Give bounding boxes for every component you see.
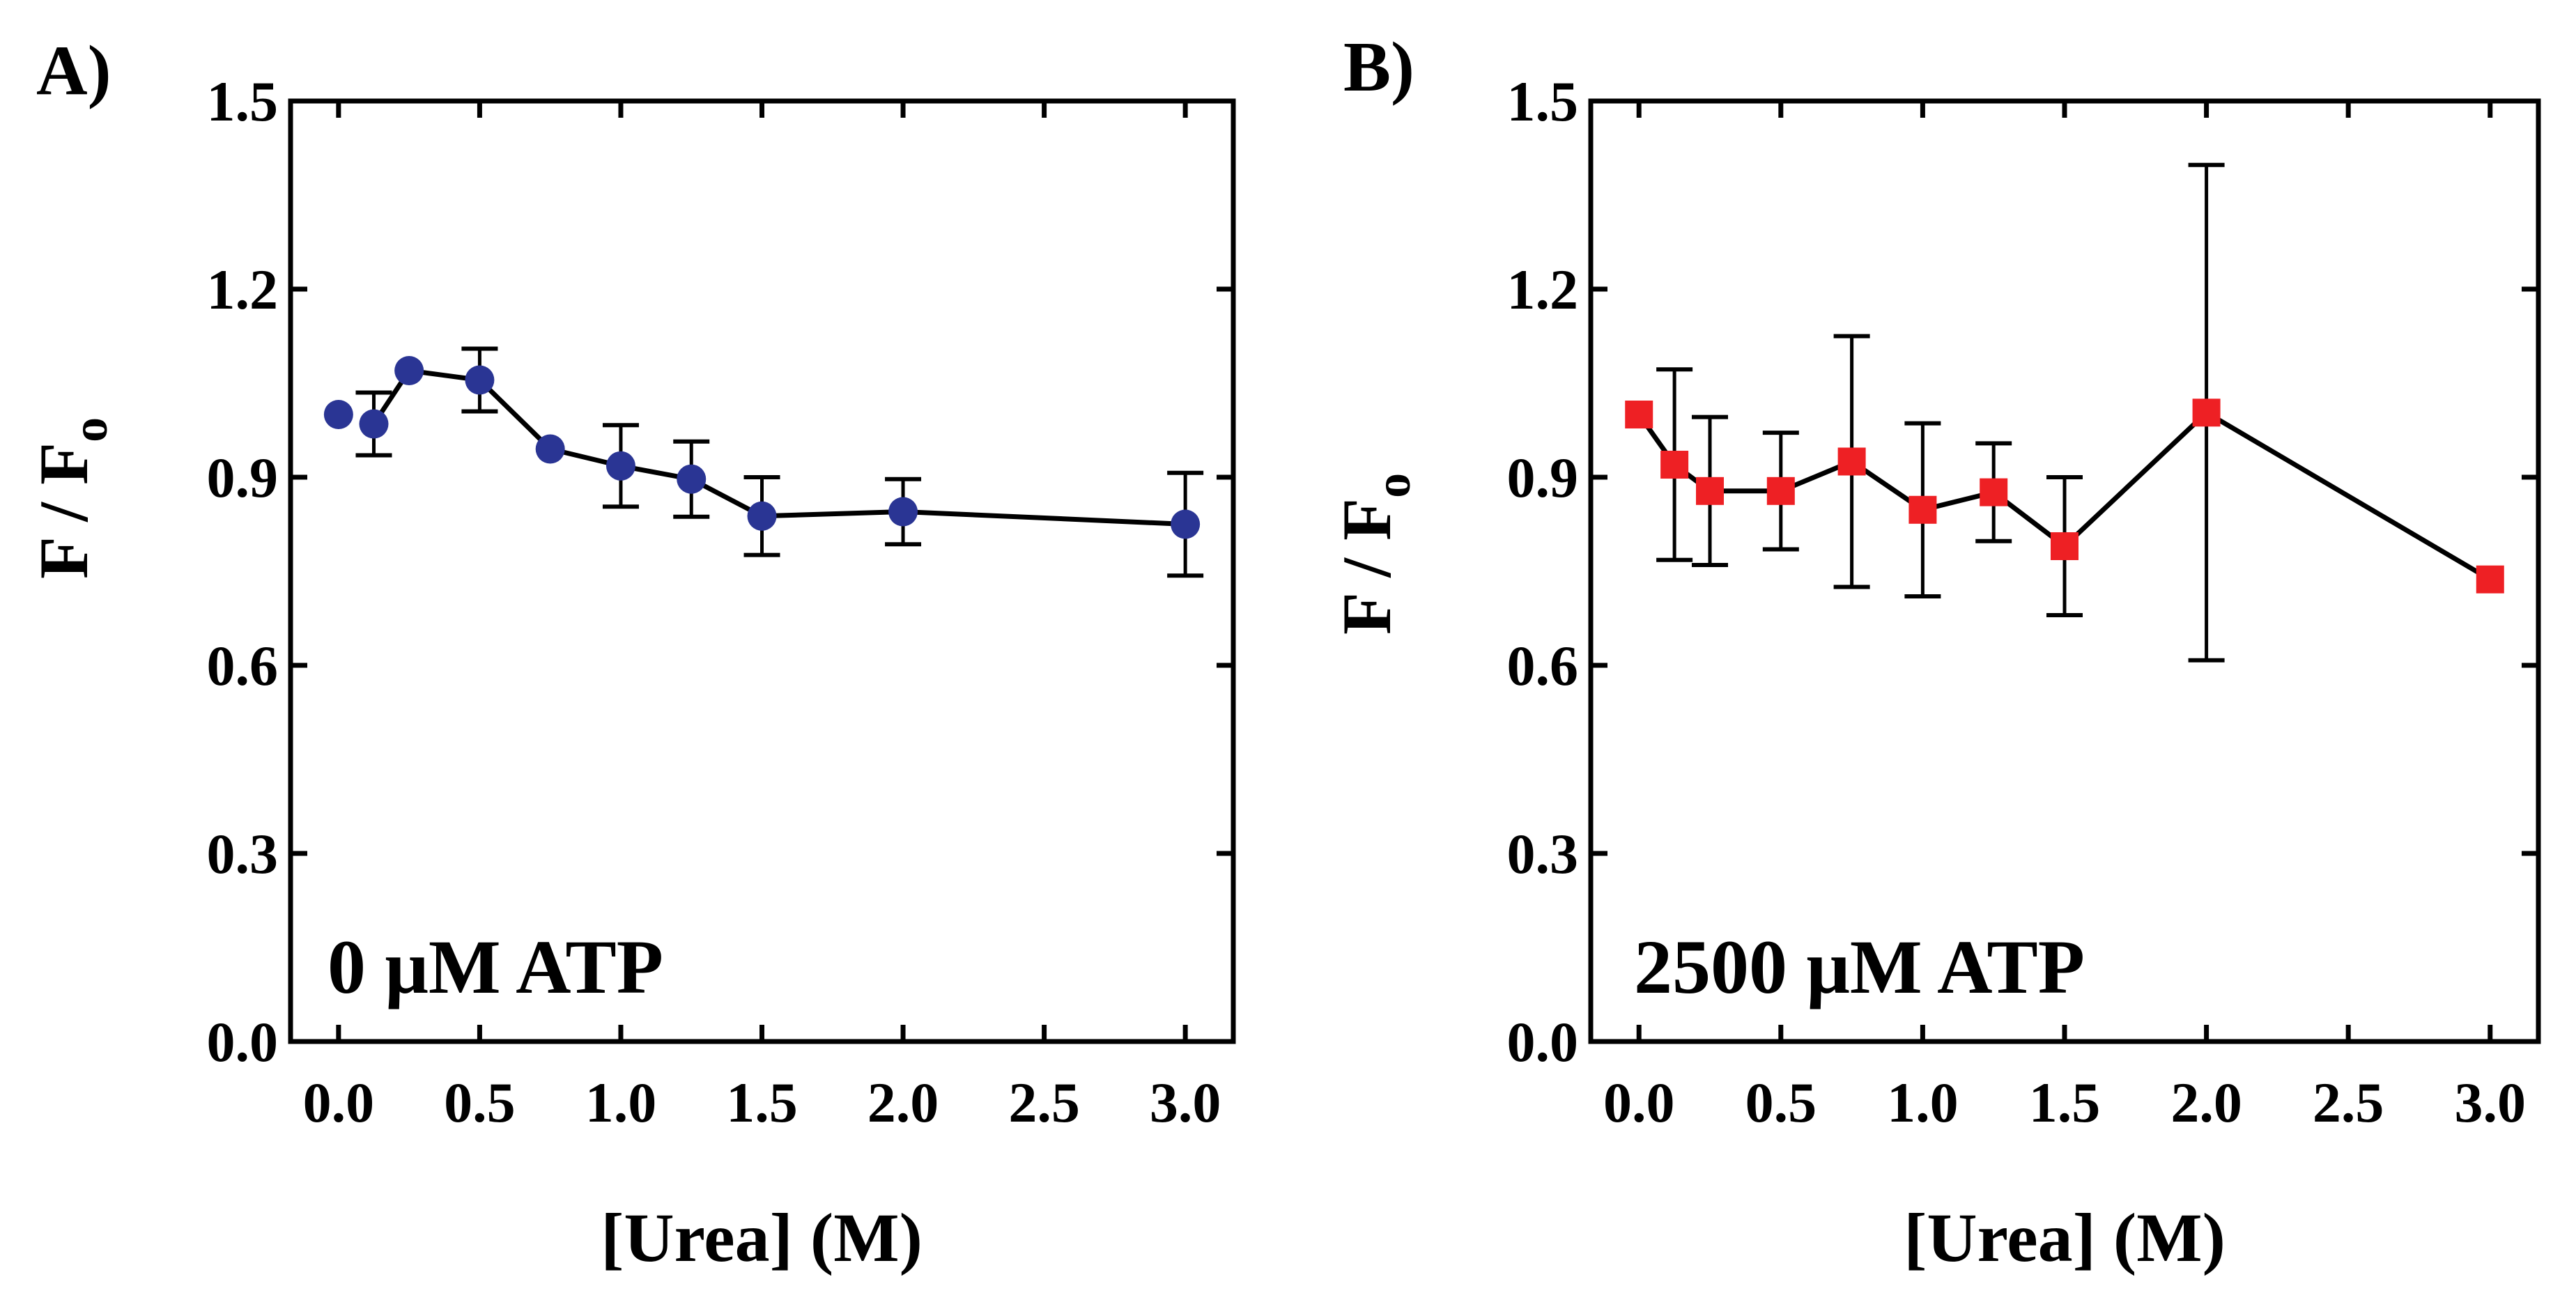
- ticks-b: 0.0 0.3 0.6 0.9 1.2 1.5 0.0 0.5 1.0 1.5 2.0 2.5 3.0: [1507, 70, 2538, 1134]
- y-axis-label-subscript-a: o: [62, 417, 118, 442]
- data-point-b: [1766, 477, 1795, 505]
- x-tick-label-a: 0.5: [444, 1071, 516, 1134]
- x-tick-label-a: 2.0: [867, 1071, 939, 1134]
- annotation-a: 0 μM ATP: [327, 924, 663, 1009]
- series-line-a: [371, 368, 1186, 527]
- x-tick-label-b: 1.5: [2029, 1071, 2101, 1134]
- y-tick-label-a: 1.5: [207, 70, 279, 133]
- series-b: [1625, 162, 2504, 663]
- x-tick-label-b: 0.5: [1745, 1071, 1817, 1134]
- x-tick-label-a: 1.5: [726, 1071, 798, 1134]
- ticks-a: 0.0 0.3 0.6 0.9 1.2 1.5 0.0 0.5 1.0 1.5 2.0 2.5 3.0: [207, 70, 1233, 1134]
- x-tick-label-a: 2.5: [1008, 1071, 1080, 1134]
- data-point-a: [1171, 509, 1201, 539]
- y-tick-label-b: 0.6: [1507, 634, 1579, 697]
- data-point-a: [465, 365, 495, 395]
- series-line-b: [1637, 410, 2492, 582]
- svg-text:F / Fo: F / Fo: [25, 417, 118, 579]
- y-tick-label-b: 1.2: [1507, 258, 1579, 321]
- y-tick-label-b: 0.3: [1507, 822, 1579, 885]
- data-point-b: [1837, 447, 1866, 476]
- data-point-a: [323, 400, 353, 429]
- x-axis-label-b: [Urea] (M): [1904, 1199, 2226, 1276]
- y-tick-label-b: 0.9: [1507, 446, 1579, 509]
- data-point-a: [677, 464, 707, 494]
- data-point-a: [359, 409, 389, 439]
- y-tick-label-a: 0.0: [207, 1010, 279, 1074]
- series-a: [323, 346, 1204, 578]
- x-axis-label-a: [Urea] (M): [601, 1199, 923, 1276]
- x-tick-label-b: 3.0: [2455, 1071, 2527, 1134]
- x-tick-label-b: 2.0: [2170, 1071, 2242, 1134]
- data-point-b: [1625, 401, 1653, 428]
- data-point-a: [747, 501, 777, 531]
- svg-text:F / Fo: F / Fo: [1328, 473, 1421, 635]
- annotation-b: 2500 μM ATP: [1634, 924, 2085, 1009]
- x-tick-label-a: 3.0: [1150, 1071, 1221, 1134]
- data-point-a: [535, 434, 565, 464]
- data-point-b: [1660, 451, 1689, 479]
- data-point-b: [1696, 477, 1725, 505]
- x-tick-label-a: 1.0: [585, 1071, 657, 1134]
- data-point-b: [2051, 532, 2078, 560]
- y-axis-label-b: F / Fo: [1328, 473, 1421, 635]
- y-tick-label-a: 0.6: [207, 634, 279, 697]
- panel-a: A) 0 μM ATP F / Fo [Urea] (M) 0.00.30.60…: [25, 31, 1236, 1276]
- y-tick-label-b: 1.5: [1507, 70, 1579, 133]
- y-axis-label-text-b: F / F: [1328, 498, 1405, 635]
- y-axis-label-text-a: F / F: [25, 442, 102, 579]
- panel-b: B) 2500 μM ATP F / Fo [Urea] (M) 0.00.30…: [1328, 28, 2541, 1276]
- data-point-b: [2476, 565, 2504, 594]
- x-tick-label-b: 0.0: [1603, 1071, 1675, 1134]
- y-tick-label-a: 1.2: [207, 258, 279, 321]
- x-tick-label-b: 2.5: [2313, 1071, 2384, 1134]
- y-axis-label-a: F / Fo: [25, 417, 118, 579]
- y-tick-label-b: 0.0: [1507, 1010, 1579, 1074]
- y-tick-label-a: 0.3: [207, 822, 279, 885]
- y-tick-label-a: 0.9: [207, 446, 279, 509]
- panel-label-b: B): [1343, 28, 1414, 107]
- x-tick-label-a: 0.0: [303, 1071, 375, 1134]
- data-point-a: [606, 451, 635, 481]
- plot-frame-a: [288, 98, 1236, 1044]
- x-tick-label-b: 1.0: [1887, 1071, 1959, 1134]
- data-point-a: [888, 497, 918, 527]
- data-point-b: [1908, 495, 1937, 524]
- panel-label-a: A): [36, 31, 111, 110]
- data-point-b: [1980, 478, 2008, 506]
- y-axis-label-subscript-b: o: [1365, 473, 1421, 498]
- data-point-b: [2192, 398, 2221, 427]
- data-point-a: [394, 356, 424, 385]
